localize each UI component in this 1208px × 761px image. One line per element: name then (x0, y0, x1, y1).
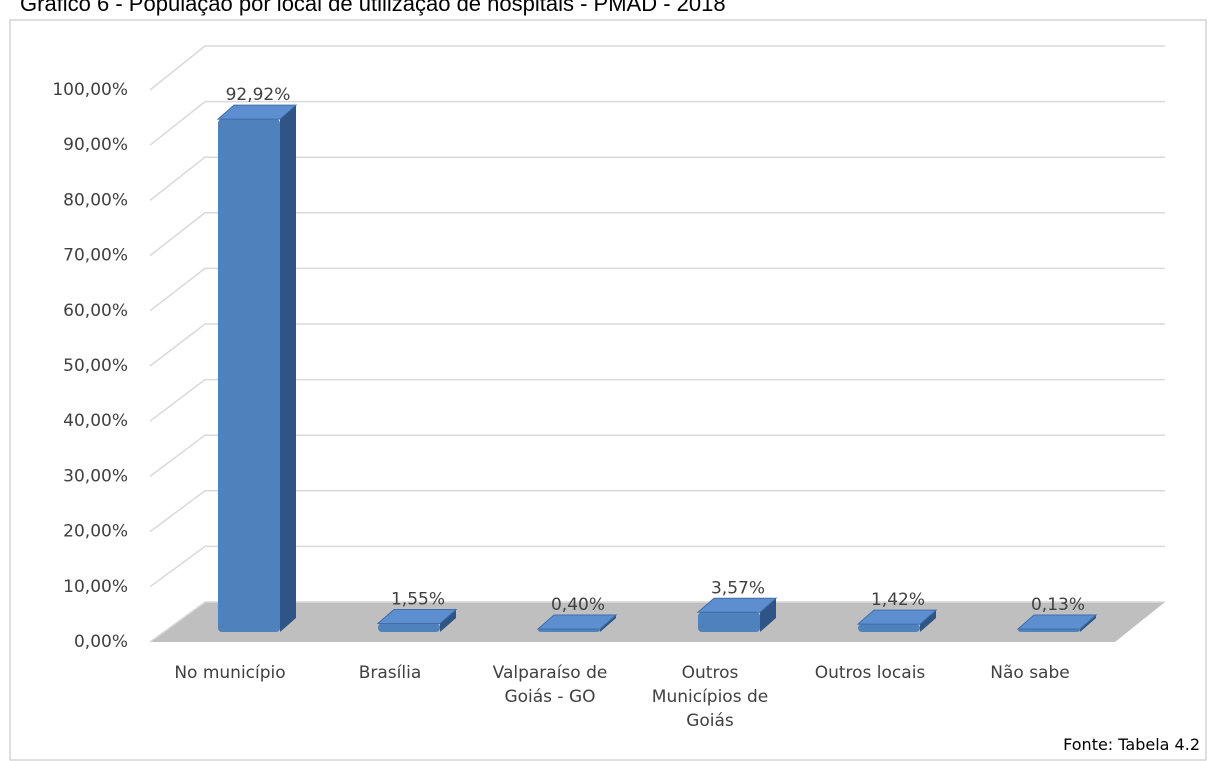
y-tick-label: 100,00% (52, 80, 128, 100)
x-tick-label: Brasília (358, 663, 422, 683)
chart-title: Gráfico 6 - População por local de utili… (20, 0, 726, 16)
data-label: 1,42% (871, 590, 925, 610)
bar-side (1080, 615, 1096, 632)
grid-line (149, 212, 1165, 257)
bar-top (536, 614, 618, 630)
x-tick-label: Outros locais (814, 663, 926, 683)
bar (856, 609, 938, 632)
x-tick-label: Valparaíso de Goiás - GO (492, 663, 608, 707)
y-tick-label: 80,00% (63, 190, 128, 210)
bar-top (376, 608, 458, 624)
grid-line (149, 45, 1165, 91)
grid-line (149, 378, 1165, 422)
bar (696, 597, 778, 632)
y-tick-label: 60,00% (63, 301, 128, 321)
bar-front (1018, 629, 1080, 632)
y-tick-label: 30,00% (63, 466, 128, 486)
y-tick-label: 20,00% (63, 522, 128, 542)
grid-line (149, 100, 1165, 146)
x-tick-label: Não sabe (990, 663, 1070, 683)
bar-top (1016, 614, 1098, 630)
grid-line (149, 323, 1165, 367)
y-tick-label: 50,00% (63, 356, 128, 376)
bar-front (858, 624, 920, 632)
data-label: 0,13% (1031, 595, 1085, 615)
bar-top (696, 597, 778, 613)
grid-line (149, 601, 1165, 643)
data-label: 1,55% (391, 589, 445, 609)
bar-side (280, 105, 296, 632)
bar-front (218, 119, 280, 632)
floor (150, 602, 1165, 642)
bar-side (600, 615, 616, 632)
bar (216, 104, 298, 632)
data-label: 3,57% (711, 578, 765, 598)
source-note: Fonte: Tabela 4.2 (1063, 735, 1200, 754)
bar-front (698, 612, 760, 632)
bar (376, 608, 458, 632)
bar-front (538, 629, 600, 632)
bar-side (440, 609, 456, 632)
y-tick-label: 90,00% (63, 135, 128, 155)
bar-side (920, 610, 936, 632)
grid-line (149, 545, 1165, 588)
x-tick-label: Outros Municípios de Goiás (651, 663, 769, 731)
y-tick-label: 70,00% (63, 246, 128, 266)
x-tick-label: No município (174, 663, 286, 683)
grid-line (149, 490, 1165, 533)
data-label: 0,40% (551, 595, 605, 615)
bar (536, 614, 618, 632)
grid-line (149, 156, 1165, 201)
grid-line (149, 267, 1165, 312)
y-tick-label: 0,00% (74, 632, 128, 652)
grid-line (149, 434, 1165, 478)
bar-top (216, 104, 298, 120)
y-tick-label: 10,00% (63, 577, 128, 597)
bar-top (856, 609, 938, 625)
chart-border (9, 19, 1207, 761)
bar-front (378, 623, 440, 632)
data-label: 92,92% (226, 85, 291, 105)
bar (1016, 614, 1098, 632)
bar-side (760, 598, 776, 632)
y-tick-label: 40,00% (63, 411, 128, 431)
